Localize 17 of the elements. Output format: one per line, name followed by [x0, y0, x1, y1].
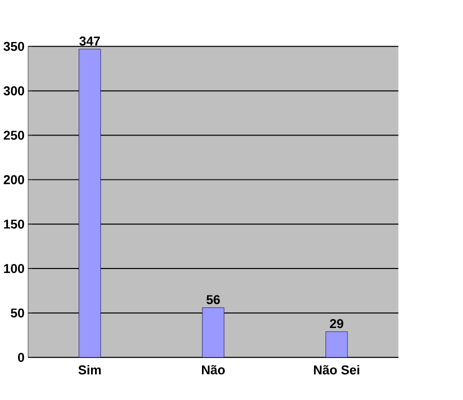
- x-tick-label: Não: [202, 365, 225, 374]
- bar: [78, 48, 101, 358]
- data-label: 56: [206, 295, 220, 304]
- y-tick-label: 100: [4, 264, 24, 274]
- y-tick-label: 150: [4, 220, 24, 229]
- y-tick-label: 200: [4, 175, 24, 184]
- y-tick-label: 300: [4, 86, 24, 96]
- bar: [202, 308, 224, 358]
- y-tick-label: 50: [10, 308, 24, 318]
- y-tick-label: 250: [4, 130, 24, 140]
- y-tick-label: 0: [18, 352, 24, 362]
- x-tick-label: Sim: [78, 365, 101, 375]
- data-label: 29: [330, 319, 344, 328]
- data-label: 347: [79, 36, 100, 46]
- bar: [326, 331, 348, 358]
- y-tick-label: 350: [4, 42, 24, 51]
- x-tick-label: Não Sei: [314, 365, 360, 375]
